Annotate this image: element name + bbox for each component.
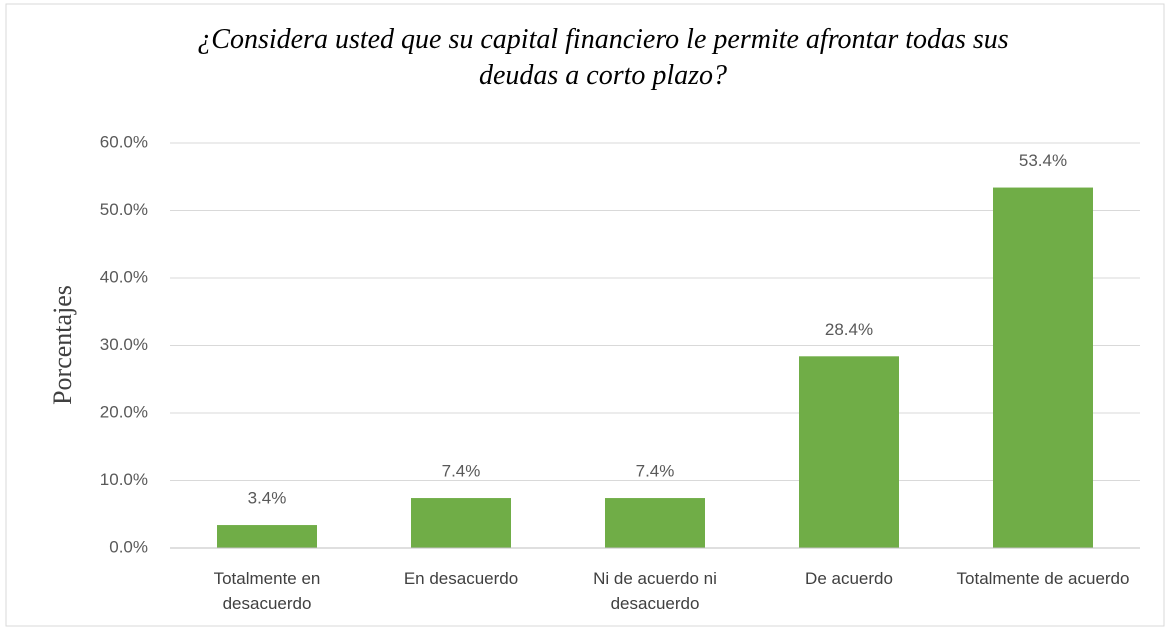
y-tick-label: 30.0% <box>100 335 148 354</box>
x-tick-label: Totalmente en desacuerdo <box>213 569 321 613</box>
y-axis-label: Porcentajes <box>48 285 77 405</box>
bar <box>799 356 899 548</box>
x-tick-label: En desacuerdo <box>403 569 519 588</box>
bar <box>217 525 317 548</box>
bar <box>993 187 1093 549</box>
y-tick-label: 40.0% <box>100 267 148 286</box>
y-tick-label: 10.0% <box>100 470 148 489</box>
chart-border <box>5 3 1165 627</box>
x-tick-label: De acuerdo <box>805 569 893 588</box>
x-tick-label: Ni de acuerdo ni desacuerdo <box>593 569 717 613</box>
y-tick-label: 50.0% <box>100 200 148 219</box>
data-label: 3.4% <box>248 489 287 508</box>
data-label: 53.4% <box>1019 151 1067 170</box>
y-tick-label: 60.0% <box>100 132 148 151</box>
y-tick-label: 20.0% <box>100 402 148 421</box>
data-label: 28.4% <box>825 320 873 339</box>
data-label: 7.4% <box>442 462 481 481</box>
chart-title: ¿Considera usted que su capital financie… <box>197 24 1009 91</box>
x-tick-label: Totalmente de acuerdo <box>956 569 1130 588</box>
bar <box>411 498 511 548</box>
y-tick-label: 0.0% <box>109 537 148 556</box>
data-label: 7.4% <box>636 462 675 481</box>
bar <box>605 498 705 548</box>
